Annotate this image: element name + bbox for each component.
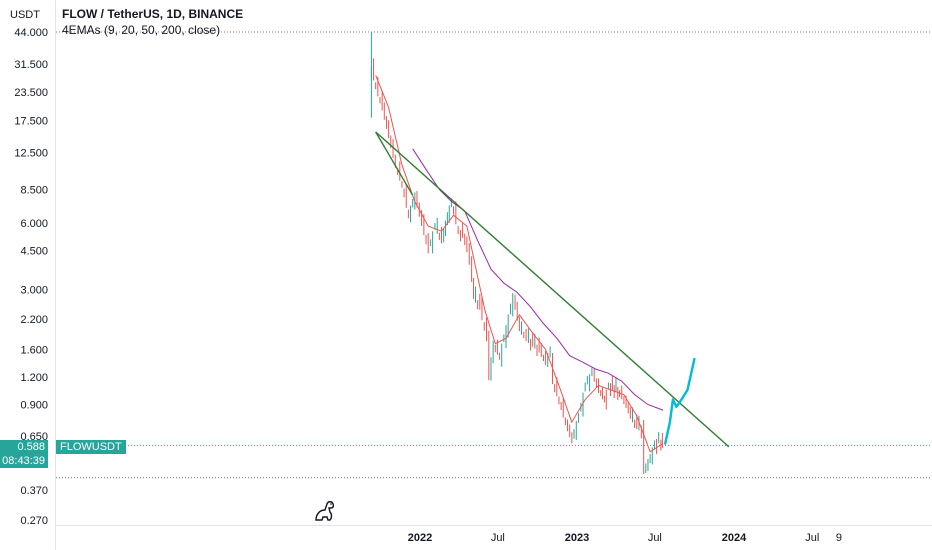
y-tick-label: 12.500 — [14, 148, 48, 160]
trendline — [375, 131, 414, 196]
y-tick-label: 3.000 — [20, 284, 48, 296]
y-tick-label: 31.500 — [14, 59, 48, 71]
x-tick-label: Jul — [491, 532, 505, 544]
y-tick-label: 1.200 — [20, 372, 48, 384]
y-tick-label: 1.600 — [20, 345, 48, 357]
trendline — [375, 131, 730, 448]
countdown-tag: 08:43:39 — [0, 454, 48, 468]
y-tick-label: 2.200 — [20, 314, 48, 326]
trendlines[interactable] — [375, 131, 730, 448]
x-tick-label: 2023 — [565, 532, 589, 544]
y-tick-label: 8.500 — [20, 185, 48, 197]
horizontal-lines — [56, 31, 932, 479]
x-tick-label: 9 — [836, 532, 842, 544]
y-tick-label: 0.900 — [20, 400, 48, 412]
y-tick-label: 0.650 — [20, 431, 48, 443]
projection-path — [664, 357, 696, 445]
x-tick-label: 2022 — [408, 532, 432, 544]
y-tick-label: 17.500 — [14, 115, 48, 127]
last-price-tag: 0.588 — [0, 440, 48, 454]
x-tick-label: Jul — [648, 532, 662, 544]
price-series — [370, 32, 663, 475]
ema-fast-line — [375, 75, 664, 453]
chart-legend: FLOW / TetherUS, 1D, BINANCE 4EMAs (9, 2… — [62, 6, 243, 38]
y-tick-label: 4.500 — [20, 245, 48, 257]
price-axis[interactable]: 0.270 0.370 0.650 0.900 1.200 1.600 2.200 3.000… — [14, 0, 56, 550]
x-tick-label: Jul — [805, 532, 819, 544]
tradingview-dino-icon[interactable] — [312, 498, 338, 524]
y-tick-label: 23.500 — [14, 87, 48, 99]
ema-slow-line — [412, 148, 664, 411]
y-tick-label: 0.270 — [20, 515, 48, 527]
indicator-label[interactable]: 4EMAs (9, 20, 50, 200, close) — [62, 23, 221, 37]
x-tick-label: 2024 — [722, 532, 747, 544]
price-unit-label: USDT — [10, 9, 40, 21]
time-axis[interactable]: 2022 Jul 2023 Jul 2024 Jul 9 — [56, 525, 932, 545]
symbol-title[interactable]: FLOW / TetherUS, 1D, BINANCE — [62, 7, 244, 21]
ema-lines — [375, 75, 664, 453]
symbol-tag: FLOWUSDT — [56, 440, 126, 454]
y-tick-label: 44.000 — [14, 27, 48, 39]
y-tick-label: 0.370 — [20, 485, 48, 497]
y-tick-label: 6.000 — [20, 218, 48, 230]
